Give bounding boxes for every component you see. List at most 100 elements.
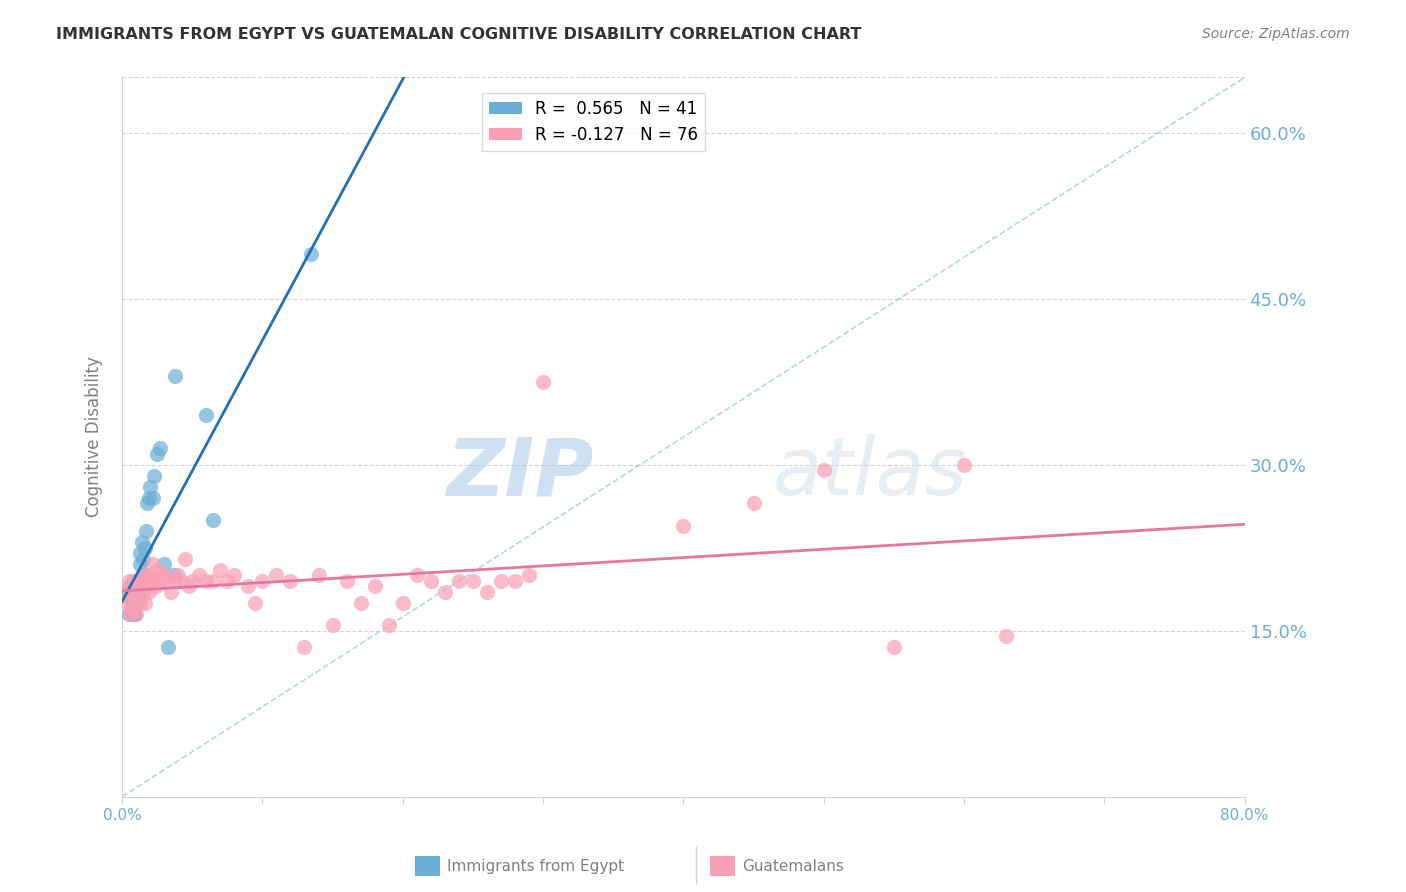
Point xyxy=(143,468,166,483)
Point xyxy=(209,563,232,577)
Point xyxy=(503,574,526,588)
Point xyxy=(156,574,179,588)
Point xyxy=(132,568,155,582)
Point xyxy=(120,579,142,593)
Point xyxy=(170,574,193,588)
Point xyxy=(489,574,512,588)
Point xyxy=(238,579,260,593)
Point xyxy=(124,607,146,621)
Point xyxy=(120,607,142,621)
Point xyxy=(127,574,149,588)
Point xyxy=(124,585,146,599)
Point xyxy=(461,574,484,588)
Point xyxy=(433,585,456,599)
Point xyxy=(160,585,183,599)
Point xyxy=(149,441,172,455)
Point xyxy=(129,558,152,572)
Point xyxy=(132,585,155,599)
Point xyxy=(132,551,155,566)
Point xyxy=(121,585,143,599)
Point xyxy=(121,596,143,610)
Point xyxy=(143,574,166,588)
Text: atlas: atlas xyxy=(773,434,967,512)
Point xyxy=(134,541,156,555)
Point xyxy=(157,640,180,655)
Point xyxy=(128,591,150,605)
Point xyxy=(475,585,498,599)
Point xyxy=(122,607,145,621)
Point xyxy=(391,596,413,610)
Point xyxy=(167,568,190,582)
Point xyxy=(181,574,204,588)
Point xyxy=(122,579,145,593)
Point xyxy=(124,596,146,610)
Point xyxy=(179,579,201,593)
Point xyxy=(335,574,357,588)
Point xyxy=(349,596,371,610)
Point xyxy=(129,546,152,560)
Point xyxy=(125,591,148,605)
Point xyxy=(245,596,267,610)
Point xyxy=(139,480,162,494)
Point xyxy=(125,591,148,605)
Point xyxy=(148,568,170,582)
Legend: R =  0.565   N = 41, R = -0.127   N = 76: R = 0.565 N = 41, R = -0.127 N = 76 xyxy=(482,93,704,151)
Point xyxy=(883,640,905,655)
Text: IMMIGRANTS FROM EGYPT VS GUATEMALAN COGNITIVE DISABILITY CORRELATION CHART: IMMIGRANTS FROM EGYPT VS GUATEMALAN COGN… xyxy=(56,27,862,42)
Point xyxy=(672,518,695,533)
Point xyxy=(125,607,148,621)
Point xyxy=(127,585,149,599)
Point xyxy=(149,574,172,588)
Point xyxy=(122,601,145,615)
Point xyxy=(125,579,148,593)
Point xyxy=(308,568,330,582)
Point xyxy=(141,574,163,588)
Point xyxy=(146,447,169,461)
Point xyxy=(142,491,165,505)
Point xyxy=(115,585,138,599)
Point xyxy=(405,568,427,582)
Point xyxy=(188,568,211,582)
Point xyxy=(531,375,554,389)
Point xyxy=(120,585,142,599)
Point xyxy=(135,568,157,582)
Point xyxy=(138,585,160,599)
Point xyxy=(202,513,225,527)
Point xyxy=(120,579,142,593)
Point xyxy=(163,568,186,582)
Point xyxy=(121,596,143,610)
Point xyxy=(135,524,157,538)
Point xyxy=(280,574,302,588)
Point xyxy=(139,568,162,582)
Text: Source: ZipAtlas.com: Source: ZipAtlas.com xyxy=(1202,27,1350,41)
Point xyxy=(134,596,156,610)
Point xyxy=(995,629,1018,643)
Point xyxy=(118,585,141,599)
Point xyxy=(136,496,159,510)
Point xyxy=(142,558,165,572)
Point xyxy=(136,574,159,588)
Point xyxy=(202,574,225,588)
Point xyxy=(129,596,152,610)
Point xyxy=(363,579,385,593)
Point xyxy=(165,369,187,384)
Point xyxy=(150,568,173,582)
Point xyxy=(301,247,323,261)
Point xyxy=(217,574,239,588)
Point xyxy=(118,574,141,588)
Point xyxy=(124,585,146,599)
Point xyxy=(195,574,218,588)
Point xyxy=(813,463,835,477)
Point xyxy=(153,568,176,582)
Point xyxy=(138,491,160,505)
Point xyxy=(377,618,399,632)
Point xyxy=(174,551,197,566)
Point xyxy=(125,596,148,610)
Point xyxy=(266,568,288,582)
Point xyxy=(121,579,143,593)
Text: ZIP: ZIP xyxy=(446,434,593,512)
Point xyxy=(447,574,470,588)
Point xyxy=(224,568,246,582)
Point xyxy=(118,591,141,605)
Point xyxy=(146,563,169,577)
